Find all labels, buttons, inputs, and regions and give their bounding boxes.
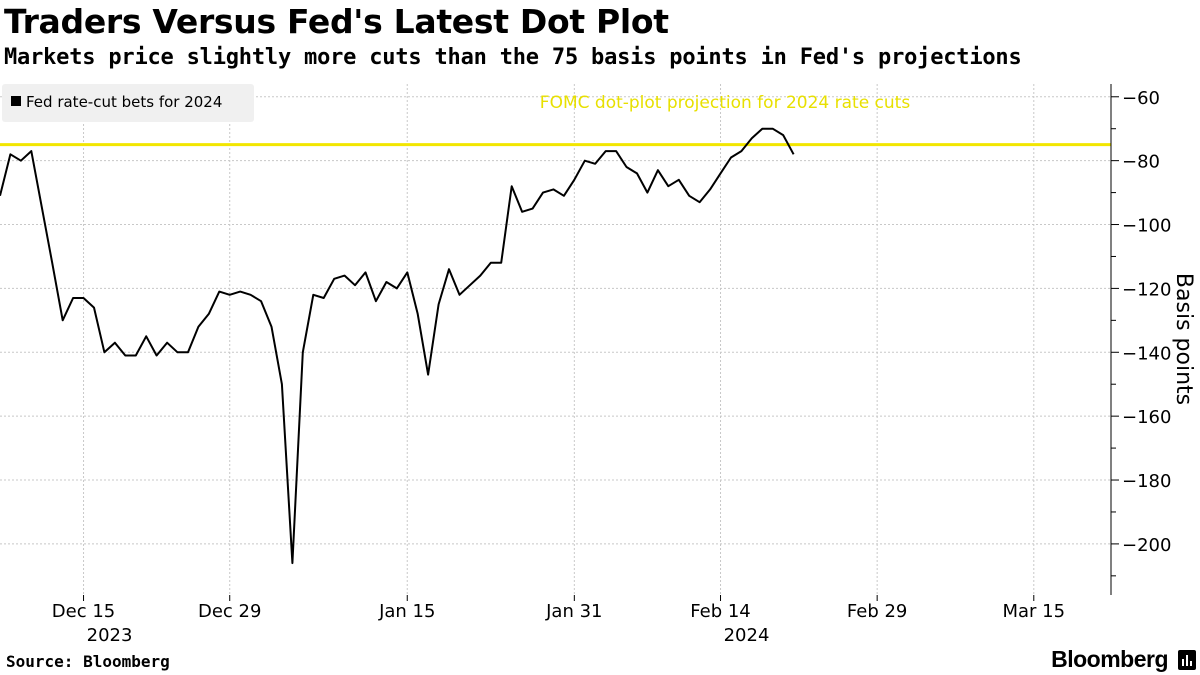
- x-tick-label: Dec 15: [52, 601, 115, 622]
- legend-swatch: [11, 96, 21, 106]
- bloomberg-chart-icon: [1178, 650, 1196, 670]
- chart-title: Traders Versus Fed's Latest Dot Plot: [4, 2, 669, 41]
- y-tick-label: −120: [1122, 279, 1171, 300]
- legend-label: Fed rate-cut bets for 2024: [26, 93, 222, 111]
- series-line: [0, 127, 795, 565]
- reference-line-group: FOMC dot-plot projection for 2024 rate c…: [0, 93, 1111, 147]
- y-axis-label: Basis points: [1171, 273, 1196, 405]
- y-tick-label: −60: [1122, 88, 1160, 109]
- x-tick-label: Mar 15: [1002, 601, 1065, 622]
- y-tick-label: −200: [1122, 535, 1171, 556]
- y-tick-label: −80: [1122, 152, 1160, 173]
- legend-box: [2, 84, 254, 122]
- y-tick-label: −100: [1122, 216, 1171, 237]
- grid-lines: [0, 84, 1111, 595]
- x-axis: Dec 15 2023 Dec 29 Jan 15 Jan 31 Feb 14 2024 Fe…: [52, 595, 1065, 646]
- y-tick-label: −160: [1122, 407, 1171, 428]
- x-tick-label: Feb 29: [847, 601, 908, 622]
- series-layer: [0, 127, 795, 565]
- x-year-label: 2024: [724, 625, 770, 646]
- x-tick-label: Dec 29: [198, 601, 261, 622]
- y-tick-label: −140: [1122, 343, 1171, 364]
- x-tick-label: Jan 15: [378, 601, 435, 622]
- legend: Fed rate-cut bets for 2024: [2, 84, 254, 122]
- reference-line-label: FOMC dot-plot projection for 2024 rate c…: [540, 93, 911, 113]
- y-axis: −60 −80 −100 −120 −140 −160 −180 −200: [1110, 84, 1171, 595]
- source-note: Source: Bloomberg: [6, 652, 170, 671]
- x-year-label: 2023: [87, 625, 133, 646]
- bloomberg-logo: Bloomberg: [1051, 646, 1168, 672]
- x-tick-label: Feb 14: [690, 601, 751, 622]
- x-tick-label: Jan 31: [545, 601, 602, 622]
- chart-subtitle: Markets price slightly more cuts than th…: [4, 45, 1022, 70]
- y-tick-label: −180: [1122, 471, 1171, 492]
